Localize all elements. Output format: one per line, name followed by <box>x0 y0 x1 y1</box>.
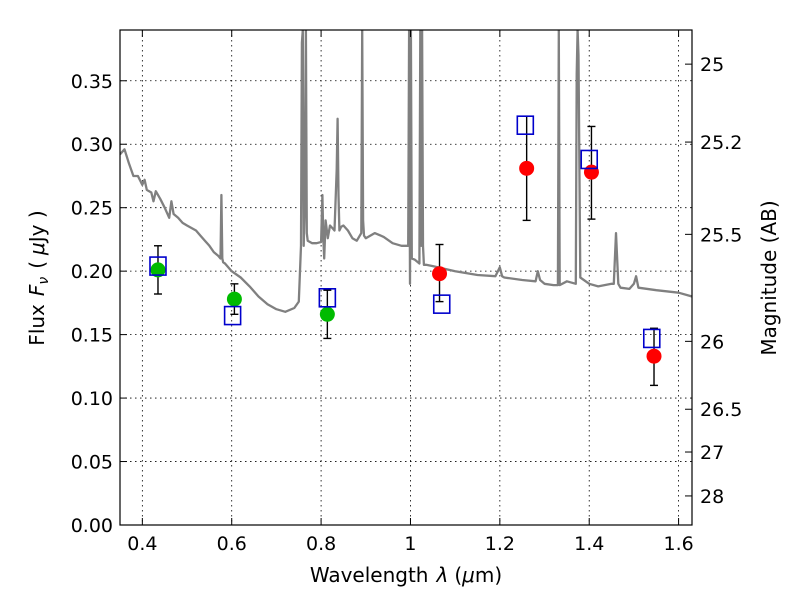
y2-axis-title: Magnitude (AB) <box>757 200 781 355</box>
y2-tick-label: 25 <box>700 54 724 76</box>
model_synthetic-marker <box>223 305 242 326</box>
model_synthetic-marker <box>642 328 661 349</box>
x-tick-label: 1 <box>404 533 416 555</box>
x-axis-unit-open: ( <box>454 563 462 587</box>
y-tick-label: 0.05 <box>71 452 113 474</box>
y-tick-label: 0.00 <box>71 515 113 537</box>
y2-tick-label: 26 <box>700 331 724 353</box>
y-axis-label: Flux <box>25 304 49 346</box>
y2-tick-label: 25.5 <box>700 224 742 246</box>
x-axis-unit-rest: m) <box>475 563 502 587</box>
observed_nir-point <box>646 348 662 364</box>
y-tick-label: 0.15 <box>71 325 113 347</box>
x-tick-label: 1.4 <box>574 533 604 555</box>
grid <box>120 30 692 526</box>
x-tick-label: 1.2 <box>485 533 515 555</box>
y-axis-symbol: F <box>25 284 49 296</box>
model_synthetic-marker <box>580 149 599 170</box>
x-tick-label: 0.8 <box>306 533 336 555</box>
y-axis-title: Flux Fν ( μJy ) <box>25 210 52 345</box>
model_synthetic-marker <box>516 115 535 135</box>
y-axis-unit-mu: μ <box>25 242 49 256</box>
observed_optical-point <box>319 306 335 322</box>
ticks: 0.4 0.6 0.8 1 1.2 1.4 1.6 0.00 0.05 0.10 0.15 0.20 0… <box>71 30 742 555</box>
y2-tick-label: 26.5 <box>700 399 742 421</box>
x-axis-label: Wavelength <box>310 563 429 587</box>
sed-template-layer <box>120 30 692 313</box>
model_synthetic-marker <box>432 294 451 314</box>
y-axis-unit-rest: Jy ) <box>25 210 49 244</box>
observed_optical-point <box>150 262 166 278</box>
y-tick-label: 0.20 <box>71 261 113 283</box>
y-tick-label: 0.30 <box>71 134 113 156</box>
y-tick-label: 0.10 <box>71 388 113 410</box>
y-axis-unit-open: ( <box>25 261 49 269</box>
observed_nir-point <box>519 160 535 176</box>
y-axis-symbol-sub: ν <box>36 277 52 285</box>
y2-tick-label: 27 <box>700 442 724 464</box>
y-tick-label: 0.25 <box>71 198 113 220</box>
observed_nir-point <box>432 266 448 282</box>
x-axis-symbol: λ <box>435 563 448 587</box>
data-points-layer <box>149 115 662 387</box>
plot-frame <box>119 29 693 526</box>
x-tick-label: 1.6 <box>663 533 693 555</box>
model_synthetic-marker <box>149 256 167 276</box>
observed_optical-point <box>226 291 242 307</box>
sed-template-line <box>120 30 692 313</box>
y-tick-label: 0.35 <box>71 71 113 93</box>
y2-tick-label: 25.2 <box>700 132 742 154</box>
x-axis-unit-mu: μ <box>461 563 475 587</box>
model_synthetic-marker <box>318 288 337 308</box>
x-tick-label: 0.4 <box>127 533 157 555</box>
plot-background <box>120 30 692 525</box>
y2-tick-label: 28 <box>700 486 724 508</box>
x-tick-label: 0.6 <box>217 533 247 555</box>
x-axis-title: Wavelength λ (μm) <box>310 563 502 587</box>
